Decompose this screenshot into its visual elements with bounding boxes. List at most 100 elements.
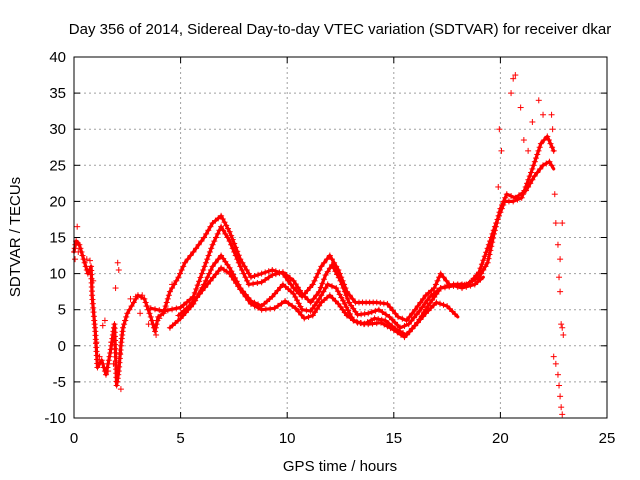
- data-point: [282, 274, 289, 281]
- data-point: [424, 303, 431, 310]
- data-point: [202, 284, 209, 291]
- data-point: [436, 300, 443, 307]
- data-point: [101, 317, 108, 324]
- data-point: [251, 273, 258, 280]
- data-point: [309, 305, 316, 312]
- data-point: [514, 196, 521, 203]
- data-point: [309, 281, 316, 288]
- data-point: [343, 288, 350, 295]
- data-point: [449, 308, 456, 315]
- data-point: [403, 317, 410, 324]
- data-point: [335, 266, 342, 273]
- data-point: [212, 234, 219, 241]
- data-point: [196, 290, 203, 297]
- data-point: [177, 304, 184, 311]
- data-point: [548, 162, 555, 169]
- data-point: [389, 316, 396, 323]
- data-point: [206, 270, 213, 277]
- data-point: [414, 303, 421, 310]
- data-point: [389, 307, 396, 314]
- data-point: [310, 295, 317, 302]
- data-point: [540, 111, 547, 118]
- data-point: [495, 212, 502, 219]
- data-point: [444, 303, 451, 310]
- data-point: [222, 230, 229, 237]
- data-point: [503, 191, 510, 198]
- data-point: [282, 298, 289, 305]
- data-point: [230, 276, 237, 283]
- data-point: [197, 274, 204, 281]
- y-tick-label: 0: [58, 338, 66, 355]
- x-tick-label: 20: [492, 430, 509, 447]
- data-point: [141, 295, 148, 302]
- data-point: [226, 228, 233, 235]
- data-point: [446, 305, 453, 312]
- data-point: [114, 375, 121, 382]
- data-point: [534, 151, 541, 158]
- data-point: [112, 285, 119, 292]
- data-point: [107, 350, 114, 357]
- data-point: [526, 173, 533, 180]
- data-point: [192, 297, 199, 304]
- data-point: [346, 292, 353, 299]
- data-point: [547, 140, 554, 147]
- data-point: [207, 266, 214, 273]
- data-point: [467, 282, 474, 289]
- x-tick-label: 5: [176, 430, 184, 447]
- data-point: [274, 287, 281, 294]
- data-point: [548, 111, 555, 118]
- y-tick-label: 40: [49, 49, 66, 66]
- x-tick-labels: 0 5 10 15 20 25: [70, 430, 616, 447]
- data-point: [484, 259, 491, 266]
- data-point: [378, 319, 385, 326]
- data-point: [387, 325, 394, 332]
- data-point: [307, 299, 314, 306]
- data-point: [191, 296, 198, 303]
- data-point: [102, 371, 109, 378]
- data-point: [351, 317, 358, 324]
- data-point: [558, 404, 565, 411]
- data-point: [250, 280, 257, 287]
- data-point: [218, 223, 225, 230]
- data-point: [298, 311, 305, 318]
- data-point: [194, 293, 201, 300]
- data-point: [321, 259, 328, 266]
- data-point: [397, 331, 404, 338]
- data-point: [220, 255, 227, 262]
- data-point: [178, 266, 185, 273]
- data-point: [285, 300, 292, 307]
- data-point: [478, 261, 485, 268]
- data-point: [417, 299, 424, 306]
- data-point: [346, 299, 353, 306]
- data-point: [105, 368, 112, 375]
- data-point: [556, 382, 563, 389]
- data-point: [557, 288, 564, 295]
- data-point: [229, 236, 236, 243]
- data-point: [204, 274, 211, 281]
- data-point: [459, 285, 466, 292]
- data-point: [82, 263, 89, 270]
- data-point: [301, 290, 308, 297]
- data-point: [311, 277, 318, 284]
- data-point: [332, 298, 339, 305]
- data-point: [510, 198, 517, 205]
- data-point: [311, 302, 318, 309]
- data-point: [487, 238, 494, 245]
- data-point: [83, 256, 90, 263]
- data-point: [164, 295, 171, 302]
- data-point: [443, 277, 450, 284]
- data-point: [193, 245, 200, 252]
- data-point: [183, 299, 190, 306]
- data-point: [530, 162, 537, 169]
- data-point: [485, 241, 492, 248]
- data-point: [339, 277, 346, 284]
- data-point: [372, 307, 379, 314]
- data-point: [382, 311, 389, 318]
- data-point: [431, 294, 438, 301]
- data-point: [289, 302, 296, 309]
- data-point: [352, 308, 359, 315]
- data-point: [307, 308, 314, 315]
- data-point: [559, 411, 566, 418]
- data-point: [343, 304, 350, 311]
- data-point: [297, 303, 304, 310]
